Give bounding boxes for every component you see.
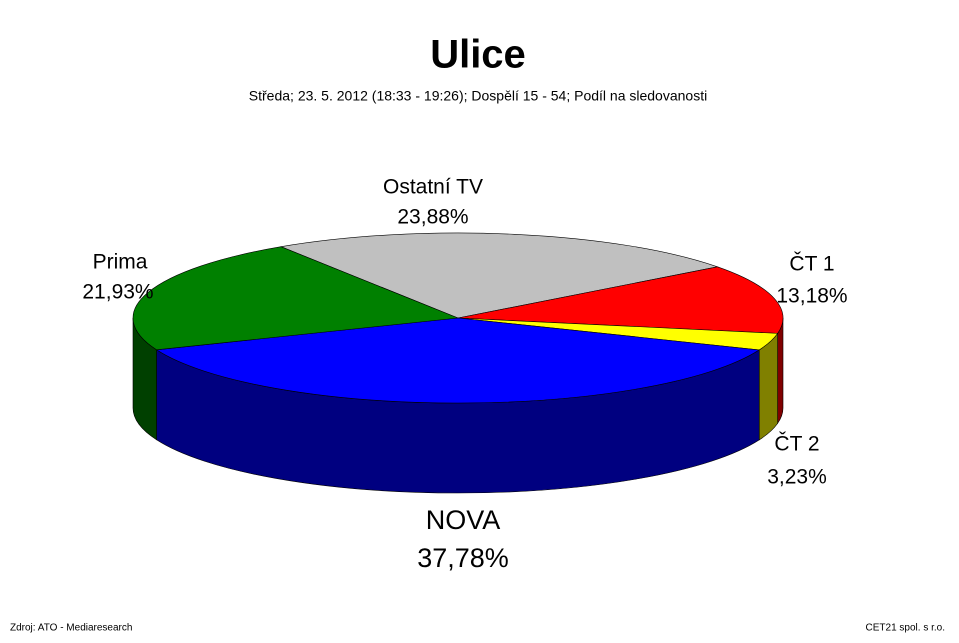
slice-label: ČT 2 bbox=[774, 433, 819, 456]
slice-label: NOVA bbox=[426, 505, 501, 535]
chart-title: Ulice bbox=[430, 33, 526, 77]
chart-subtitle: Středa; 23. 5. 2012 (18:33 - 19:26); Dos… bbox=[249, 88, 707, 104]
slice-side bbox=[777, 317, 784, 425]
pie-tops bbox=[132, 232, 784, 404]
source-note: Zdroj: ATO - Mediaresearch bbox=[10, 623, 132, 634]
slice bbox=[457, 266, 784, 334]
value-label: 13,18% bbox=[776, 285, 847, 308]
pie-sides bbox=[132, 317, 784, 494]
value-label: 37,78% bbox=[417, 543, 509, 573]
slice-side bbox=[758, 332, 778, 441]
slice-label: Ostatní TV bbox=[383, 176, 483, 199]
pie-labels: Ostatní TV 23,88% ČT 1 13,18% ČT 2 3,23% NOVA 3… bbox=[82, 176, 847, 574]
slice-label: Prima bbox=[93, 251, 148, 274]
slice bbox=[279, 232, 719, 319]
slice bbox=[132, 246, 459, 351]
footer-right: CET21 spol. s r.o. bbox=[866, 623, 945, 634]
slice bbox=[155, 317, 761, 404]
value-label: 23,88% bbox=[397, 206, 468, 229]
value-label: 3,23% bbox=[767, 466, 827, 489]
slice-label: ČT 1 bbox=[789, 253, 834, 276]
value-label: 21,93% bbox=[82, 281, 153, 304]
